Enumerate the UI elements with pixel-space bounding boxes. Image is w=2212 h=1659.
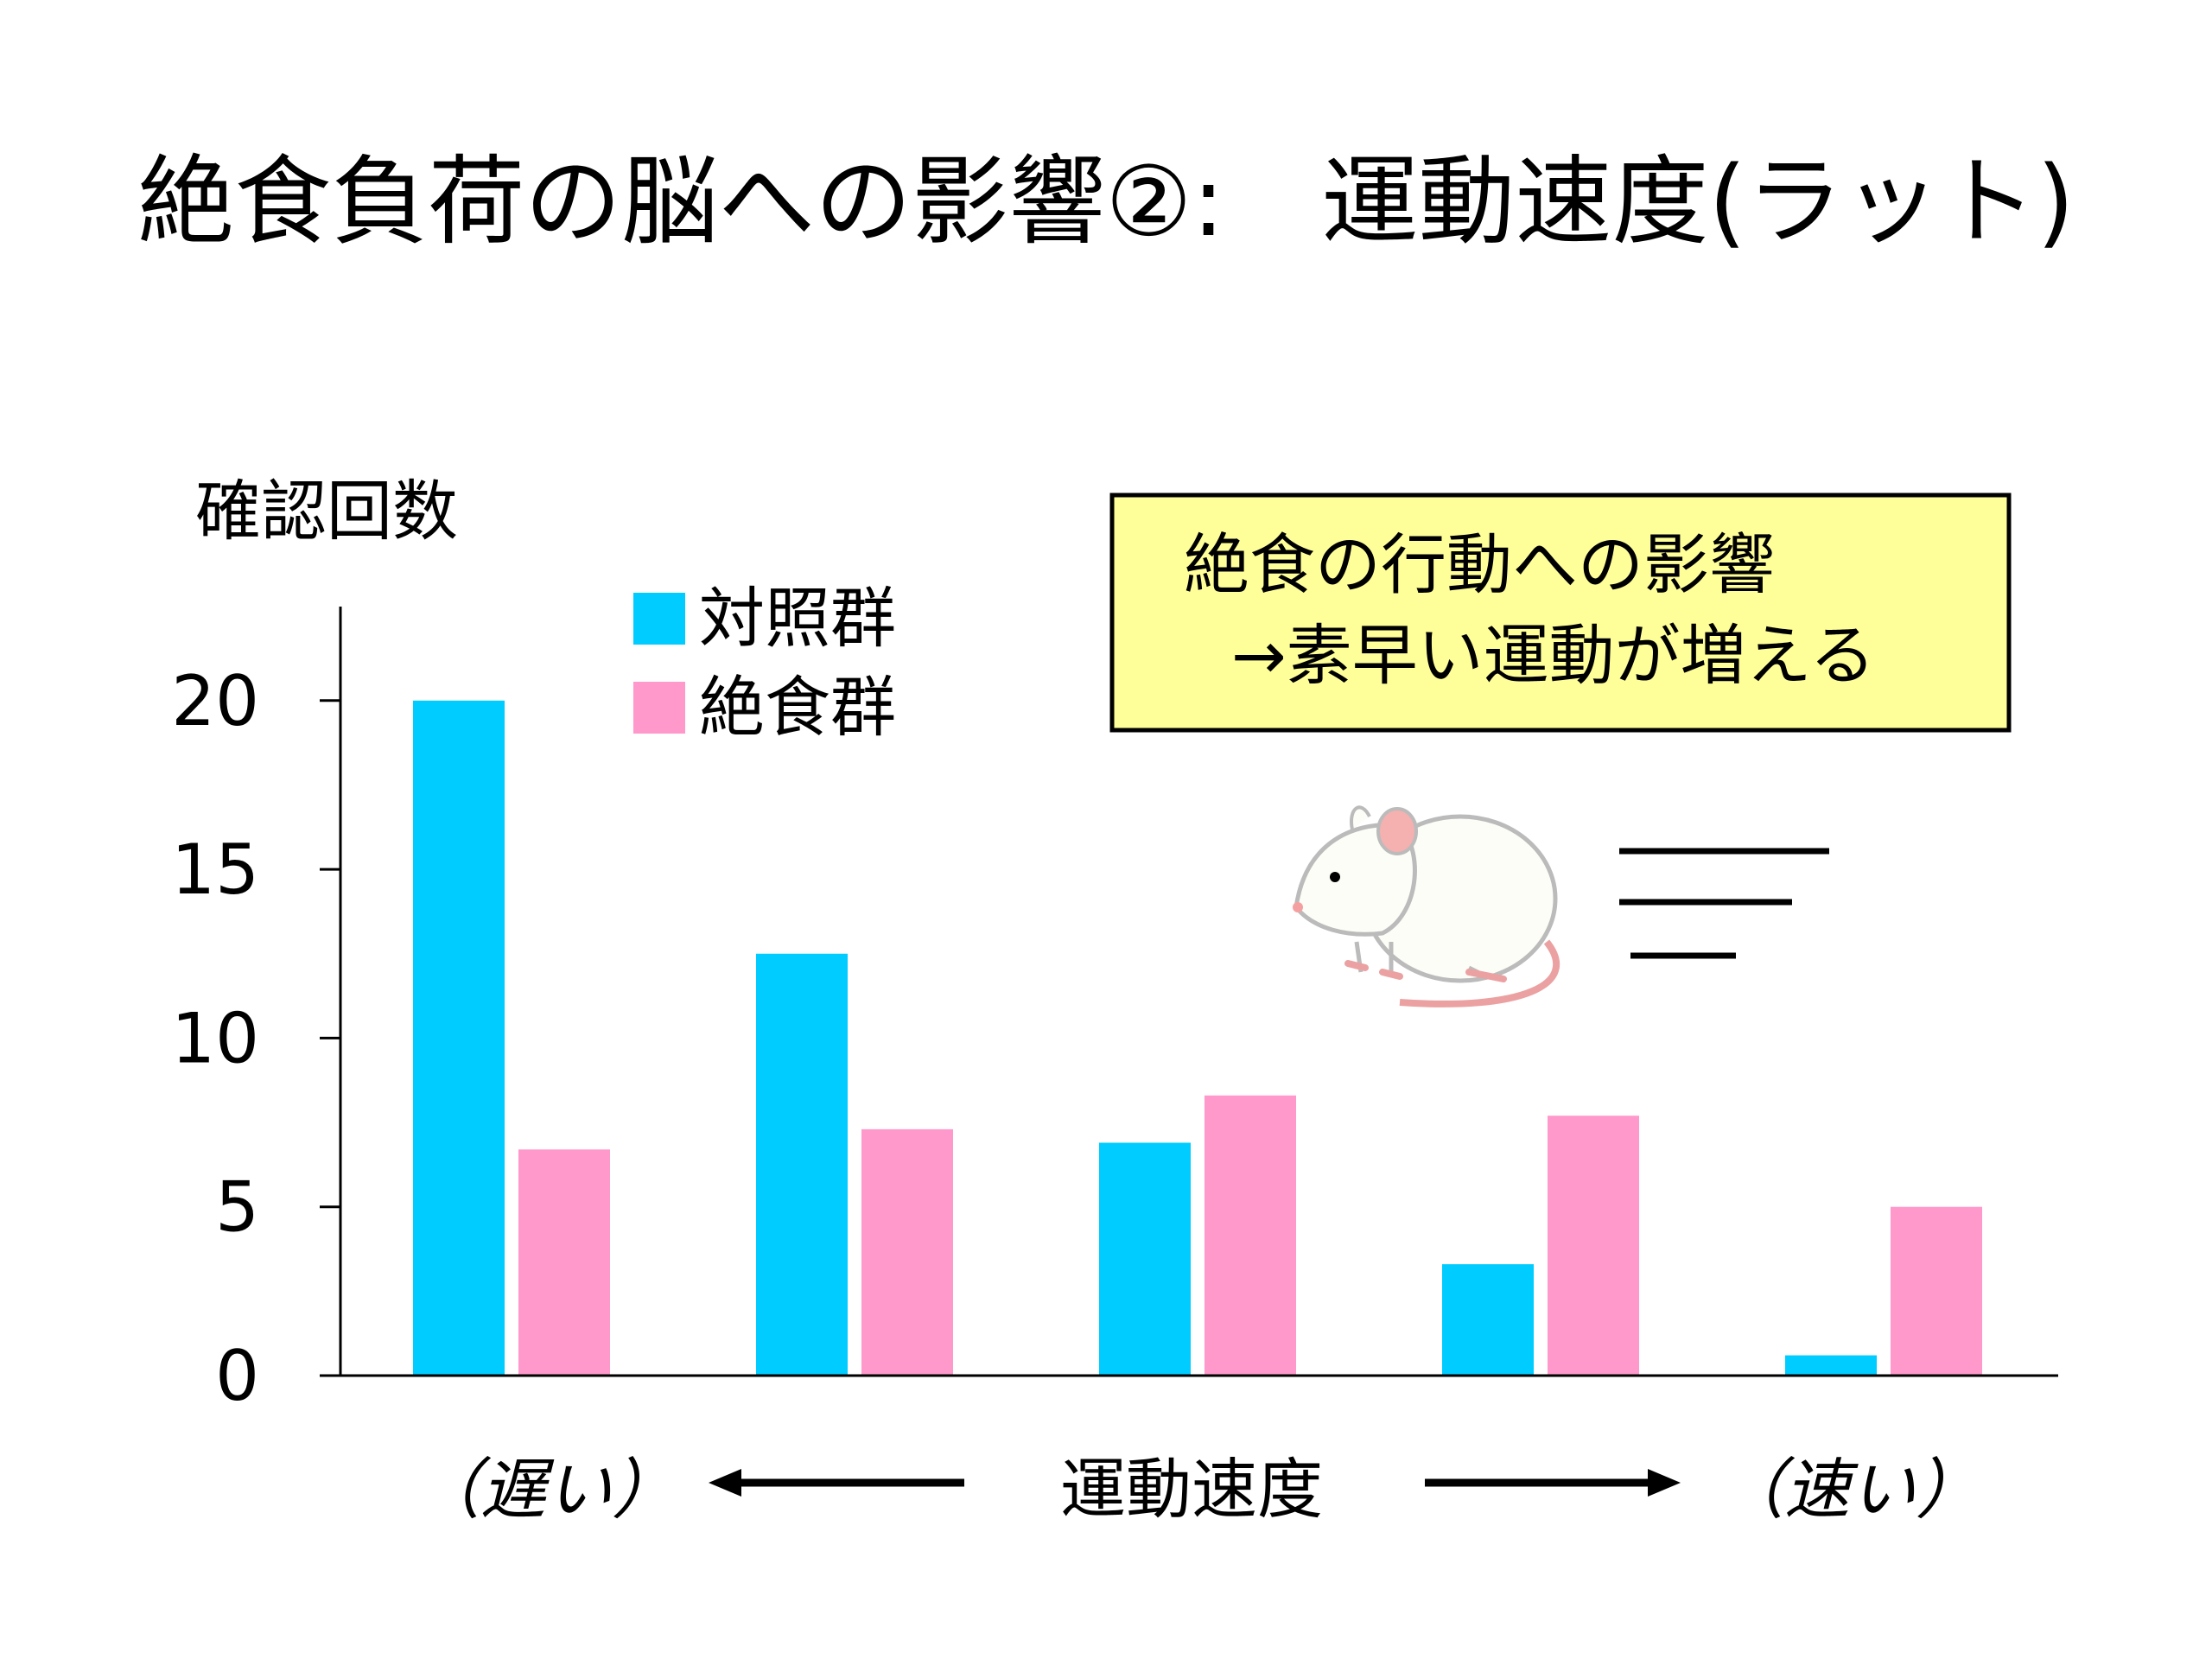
x-axis-label: 運動速度 xyxy=(1060,1451,1323,1528)
legend-swatch-control xyxy=(633,593,685,645)
bar-control-4 xyxy=(1442,1264,1534,1376)
legend-swatch-fasted xyxy=(633,682,685,734)
y-tick-label: 5 xyxy=(215,1167,259,1248)
bar-control-2 xyxy=(756,953,848,1376)
x-label-fast: （速い） xyxy=(1719,1451,1981,1528)
callout-line-2: →素早い運動が増える xyxy=(1231,617,1875,694)
arrow-right-icon xyxy=(1425,1469,1681,1497)
x-label-slow: （遅い） xyxy=(415,1451,677,1528)
bars xyxy=(413,700,1982,1376)
callout-box: 絶食の行動への影響 →素早い運動が増える xyxy=(1109,493,2012,733)
bar-fasted-5 xyxy=(1891,1206,1982,1376)
y-tick-label: 15 xyxy=(171,830,259,910)
bar-fasted-2 xyxy=(861,1128,953,1376)
arrow-left-icon xyxy=(709,1469,964,1497)
slide-title: 絶食負荷の脳への影響②: 運動速度(ラット) xyxy=(137,146,2075,258)
y-tick-label: 0 xyxy=(215,1336,259,1416)
legend-label-control: 対照群 xyxy=(699,580,896,657)
y-tick-label: 10 xyxy=(171,998,259,1078)
bar-control-3 xyxy=(1099,1142,1191,1376)
legend: 対照群 絶食群 xyxy=(633,580,896,746)
callout-line-1: 絶食の行動への影響 xyxy=(1184,526,1775,603)
bar-fasted-4 xyxy=(1548,1116,1639,1376)
y-tick-label: 20 xyxy=(171,661,259,741)
speed-lines xyxy=(1619,848,1829,959)
bar-fasted-3 xyxy=(1205,1095,1296,1376)
bar-control-1 xyxy=(413,700,505,1376)
rat-illustration xyxy=(1293,805,1560,1007)
bar-control-5 xyxy=(1785,1355,1877,1376)
y-axis-label: 確認回数 xyxy=(195,473,458,550)
legend-label-fasted: 絶食群 xyxy=(699,669,896,746)
bar-fasted-1 xyxy=(518,1149,610,1376)
y-axis-ticks: 0 5 10 15 20 xyxy=(171,661,340,1416)
